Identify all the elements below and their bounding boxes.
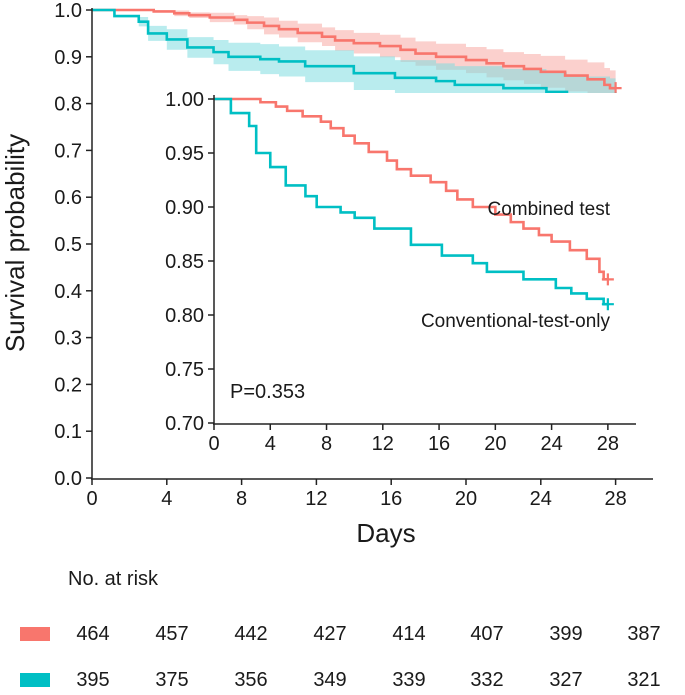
- p-value-annotation: P=0.353: [230, 381, 305, 403]
- inset-y-tick-label: 0.75: [165, 359, 204, 381]
- risk-count-cell: 395: [76, 669, 110, 691]
- risk-count-cell: 442: [234, 623, 268, 645]
- inset-x-tick-label: 0: [208, 433, 219, 455]
- risk-count-cell: 399: [549, 623, 583, 645]
- inset-y-tick-label: 0.70: [165, 413, 204, 435]
- x-tick-label: 12: [305, 488, 327, 510]
- risk-count-cell: 327: [549, 669, 583, 691]
- km-chart: 0.00.10.20.30.40.50.60.70.80.91.00 4 8 12 16…: [0, 0, 653, 548]
- risk-count-cell: 349: [313, 669, 347, 691]
- combined-survival-line: [92, 8, 616, 90]
- inset-y-tick-label: 0.85: [165, 251, 204, 273]
- x-tick-label: 16: [380, 488, 402, 510]
- risk-count-cell: 321: [627, 669, 661, 691]
- inset-zoom-panel: 0.70 0.75 0.80 0.85 0.90 0.95 1.00 0 4 8 12 16 20 24 2…: [165, 89, 638, 455]
- risk-count-cell: 407: [470, 623, 504, 645]
- inset-x-tick-label: 16: [428, 433, 450, 455]
- inset-conventional-line: [214, 97, 608, 306]
- conventional-test-label: Conventional-test-only: [421, 311, 611, 332]
- inset-x-tick-label: 24: [540, 433, 562, 455]
- x-tick-label: 24: [530, 488, 552, 510]
- main-axes: 0.00.10.20.30.40.50.60.70.80.91.00 4 8 12 16…: [54, 0, 653, 510]
- y-tick-label: 0.0: [54, 468, 82, 490]
- y-axis-label: Survival probability: [0, 134, 30, 352]
- inset-x-tick-label: 4: [265, 433, 276, 455]
- risk-count-cell: 339: [392, 669, 426, 691]
- inset-conventional-censor-mark: [601, 298, 614, 311]
- y-tick-label: 1.0: [54, 0, 82, 22]
- inset-x-tick-label: 20: [484, 433, 506, 455]
- x-tick-label: 0: [86, 488, 97, 510]
- y-tick-label: 0.6: [54, 187, 82, 209]
- y-tick-label: 0.4: [54, 281, 82, 303]
- risk-row-color-swatch: [20, 627, 50, 641]
- combined-censor-mark: [609, 82, 622, 95]
- inset-y-tick-label: 0.90: [165, 197, 204, 219]
- risk-count-cell: 375: [155, 669, 189, 691]
- y-tick-label: 0.1: [54, 421, 82, 443]
- inset-y-tick-label: 0.95: [165, 143, 204, 165]
- conventional-survival-line: [92, 8, 616, 101]
- x-tick-label: 4: [161, 488, 172, 510]
- risk-row-conventional: 395 375 356 349 339 332 327 321: [0, 665, 685, 695]
- combined-ci-band: [92, 10, 616, 107]
- risk-row-combined: 464 457 442 427 414 407 399 387: [0, 619, 685, 649]
- inset-x-tick-label: 8: [321, 433, 332, 455]
- risk-row-color-swatch: [20, 673, 50, 687]
- y-tick-label: 0.5: [54, 234, 82, 256]
- x-axis-label: Days: [356, 518, 415, 548]
- risk-count-cell: 457: [155, 623, 189, 645]
- inset-combined-line: [214, 97, 608, 281]
- y-tick-label: 0.7: [54, 140, 82, 162]
- y-tick-label: 0.2: [54, 374, 82, 396]
- inset-y-tick-label: 1.00: [165, 89, 204, 111]
- y-tick-label: 0.9: [54, 47, 82, 69]
- y-tick-label: 0.3: [54, 328, 82, 350]
- risk-count-cell: 332: [470, 669, 504, 691]
- risk-count-cell: 427: [313, 623, 347, 645]
- risk-count-cell: 356: [234, 669, 268, 691]
- y-tick-label: 0.8: [54, 94, 82, 116]
- inset-combined-censor-mark: [601, 273, 614, 286]
- risk-count-cell: 414: [392, 623, 426, 645]
- inset-x-tick-label: 12: [372, 433, 394, 455]
- inset-x-tick-label: 28: [597, 433, 619, 455]
- combined-test-label: Combined test: [487, 199, 610, 220]
- x-tick-label: 28: [604, 488, 626, 510]
- inset-y-tick-label: 0.80: [165, 305, 204, 327]
- inset-background: [214, 93, 638, 423]
- x-tick-label: 8: [236, 488, 247, 510]
- risk-table-title: No. at risk: [68, 568, 159, 590]
- risk-count-cell: 387: [627, 623, 661, 645]
- risk-count-cell: 464: [76, 623, 110, 645]
- x-tick-label: 20: [455, 488, 477, 510]
